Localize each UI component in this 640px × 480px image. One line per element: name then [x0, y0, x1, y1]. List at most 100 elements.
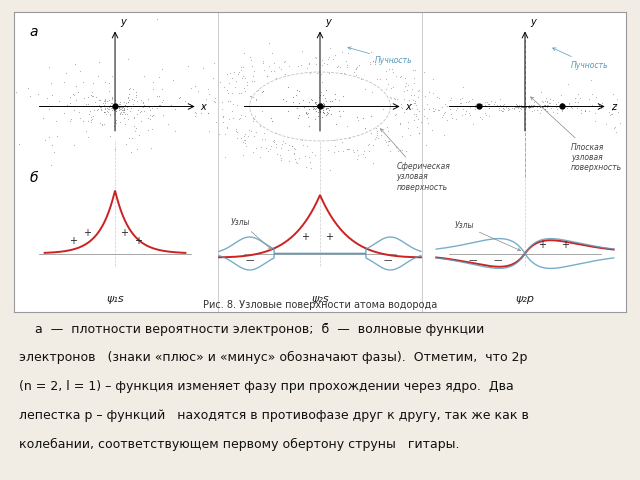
- Point: [368, 159, 378, 167]
- Point: [311, 100, 321, 108]
- Point: [313, 112, 323, 120]
- Point: [260, 144, 271, 152]
- Point: [204, 90, 214, 97]
- Point: [381, 67, 392, 75]
- Point: [129, 113, 139, 121]
- Point: [275, 151, 285, 159]
- Point: [102, 97, 112, 105]
- Point: [446, 95, 456, 102]
- Point: [468, 120, 478, 128]
- Point: [289, 144, 299, 152]
- Point: [470, 106, 480, 113]
- Point: [248, 149, 258, 156]
- Point: [236, 89, 246, 96]
- Point: [115, 100, 125, 108]
- Point: [514, 108, 524, 115]
- Point: [367, 57, 378, 65]
- Point: [372, 129, 382, 137]
- Point: [93, 105, 103, 113]
- Point: [292, 104, 302, 112]
- Point: [428, 75, 438, 83]
- Point: [219, 84, 229, 91]
- Point: [460, 110, 470, 118]
- Point: [144, 103, 154, 111]
- Point: [538, 98, 548, 106]
- Point: [134, 108, 145, 116]
- Point: [401, 147, 412, 155]
- Point: [521, 103, 531, 110]
- Point: [298, 96, 308, 104]
- Point: [102, 104, 112, 112]
- Point: [411, 101, 421, 109]
- Point: [175, 93, 185, 101]
- Point: [86, 119, 97, 126]
- Point: [129, 96, 139, 104]
- Point: [115, 106, 125, 113]
- Point: [104, 106, 115, 113]
- Point: [327, 96, 337, 104]
- Point: [78, 78, 88, 86]
- Point: [116, 103, 127, 111]
- Point: [85, 92, 95, 99]
- Point: [404, 96, 414, 104]
- Point: [119, 114, 129, 122]
- Point: [547, 96, 557, 104]
- Point: [540, 96, 550, 104]
- Point: [486, 97, 496, 105]
- Point: [65, 117, 75, 124]
- Point: [557, 107, 568, 115]
- Point: [104, 87, 114, 95]
- Point: [136, 107, 147, 115]
- Point: [445, 96, 456, 104]
- Point: [391, 110, 401, 118]
- Point: [484, 100, 494, 108]
- Point: [386, 84, 396, 92]
- Point: [590, 117, 600, 125]
- Point: [580, 108, 590, 115]
- Point: [451, 106, 461, 113]
- Point: [125, 84, 135, 92]
- Point: [246, 93, 256, 100]
- Point: [546, 104, 556, 112]
- Point: [324, 97, 335, 105]
- Point: [107, 72, 117, 79]
- Point: [124, 90, 134, 97]
- Point: [304, 153, 314, 161]
- Point: [136, 96, 147, 104]
- Point: [517, 103, 527, 110]
- Point: [406, 100, 417, 108]
- Point: [239, 49, 250, 57]
- Point: [440, 108, 450, 116]
- Point: [95, 96, 105, 104]
- Point: [106, 103, 116, 111]
- Point: [511, 102, 522, 110]
- Point: [388, 68, 398, 76]
- Point: [321, 86, 331, 94]
- Point: [288, 93, 298, 100]
- Point: [228, 68, 239, 76]
- Point: [525, 104, 536, 111]
- Point: [227, 74, 237, 82]
- Point: [108, 101, 118, 108]
- Point: [342, 145, 352, 153]
- Point: [529, 102, 540, 110]
- Point: [315, 102, 325, 110]
- Point: [173, 95, 184, 102]
- Point: [594, 101, 604, 108]
- Point: [114, 103, 124, 111]
- Point: [228, 100, 238, 108]
- Point: [110, 103, 120, 111]
- Point: [201, 96, 211, 103]
- Point: [148, 111, 159, 119]
- Point: [318, 106, 328, 114]
- Point: [330, 143, 340, 150]
- Point: [209, 59, 220, 67]
- Point: [115, 119, 125, 126]
- Point: [44, 63, 54, 71]
- Point: [65, 115, 76, 123]
- Point: [519, 103, 529, 110]
- Point: [488, 102, 499, 109]
- Point: [369, 58, 380, 66]
- Point: [403, 119, 413, 126]
- Point: [98, 99, 108, 107]
